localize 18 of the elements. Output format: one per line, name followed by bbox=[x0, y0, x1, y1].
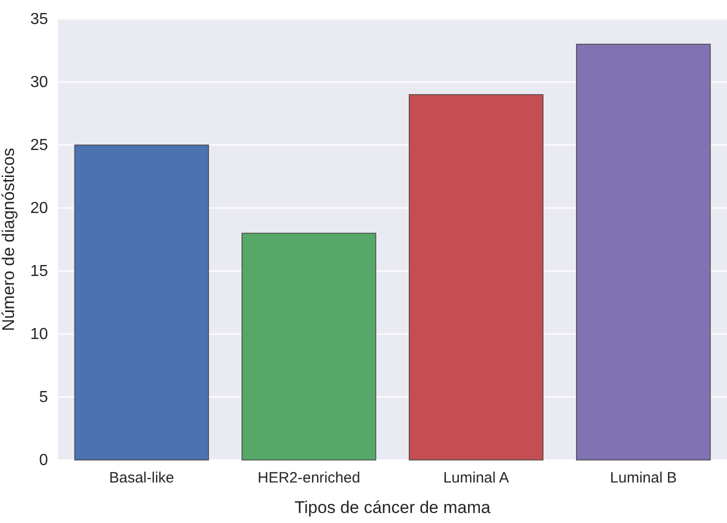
x-tick-label: Basal-like bbox=[109, 470, 174, 487]
x-tick-label: HER2-enriched bbox=[258, 470, 360, 487]
y-tick-label: 25 bbox=[30, 137, 48, 154]
y-tick-label: 20 bbox=[30, 200, 48, 218]
y-tick-label: 10 bbox=[30, 326, 48, 344]
bar bbox=[576, 44, 711, 460]
y-tick-label: 5 bbox=[39, 389, 48, 406]
bar bbox=[408, 94, 544, 460]
x-axis-title: Tipos de cáncer de mama bbox=[294, 498, 491, 517]
x-tick-label: Luminal B bbox=[610, 470, 677, 487]
y-axis-title: Número de diagnósticos bbox=[0, 148, 18, 332]
y-tick-label: 30 bbox=[30, 74, 48, 92]
y-tick-label: 0 bbox=[39, 452, 48, 470]
y-tick-label: 35 bbox=[30, 11, 48, 28]
y-tick-label: 15 bbox=[30, 263, 48, 280]
bar bbox=[242, 232, 376, 460]
bar bbox=[74, 144, 209, 460]
x-tick-label: Luminal A bbox=[443, 470, 510, 487]
